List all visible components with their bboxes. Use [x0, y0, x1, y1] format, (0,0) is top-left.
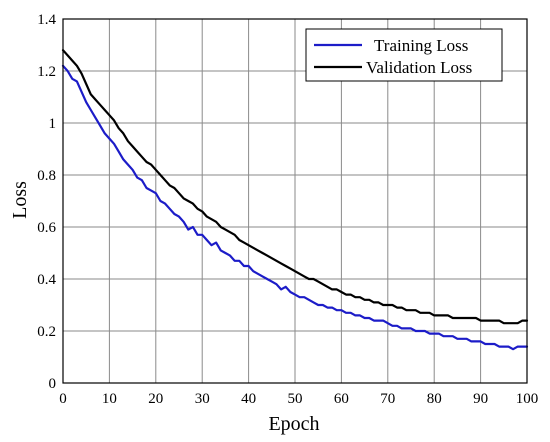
y-tick-label: 0	[49, 376, 57, 392]
x-tick-label: 20	[148, 391, 163, 407]
y-tick-label: 1.4	[37, 12, 56, 28]
legend-box	[305, 28, 503, 82]
x-tick-labels: 0 10 20 30 40 50 60 70 80 90 100	[59, 391, 538, 407]
y-tick-label: 1.2	[37, 64, 56, 80]
x-tick-label: 50	[288, 391, 303, 407]
x-tick-label: 30	[195, 391, 210, 407]
y-tick-label: 0.2	[37, 324, 56, 340]
series-line-validation-loss	[61, 49, 529, 325]
legend-label-validation-loss: Validation Loss	[366, 58, 472, 77]
y-axis-label: Loss	[9, 181, 31, 219]
x-tick-label: 90	[473, 391, 488, 407]
y-tick-labels: 0 0.2 0.4 0.6 0.8 1 1.2 1.4	[37, 12, 56, 392]
x-tick-label: 70	[380, 391, 395, 407]
x-tick-label: 80	[427, 391, 442, 407]
y-tick-label: 1	[49, 116, 57, 132]
series-layer	[61, 49, 529, 351]
y-tick-label: 0.8	[37, 168, 56, 184]
x-axis-label: Epoch	[268, 413, 319, 435]
x-tick-label: 100	[516, 391, 539, 407]
x-tick-label: 0	[59, 391, 67, 407]
legend-label-training-loss: Training Loss	[374, 36, 468, 55]
x-tick-label: 40	[241, 391, 256, 407]
y-tick-label: 0.4	[37, 272, 56, 288]
x-tick-label: 60	[334, 391, 349, 407]
x-tick-label: 10	[102, 391, 117, 407]
legend: Training Loss Validation Loss	[305, 28, 503, 82]
y-tick-label: 0.6	[37, 220, 56, 236]
plot-frame	[62, 18, 528, 384]
series-line-training-loss	[61, 64, 529, 351]
